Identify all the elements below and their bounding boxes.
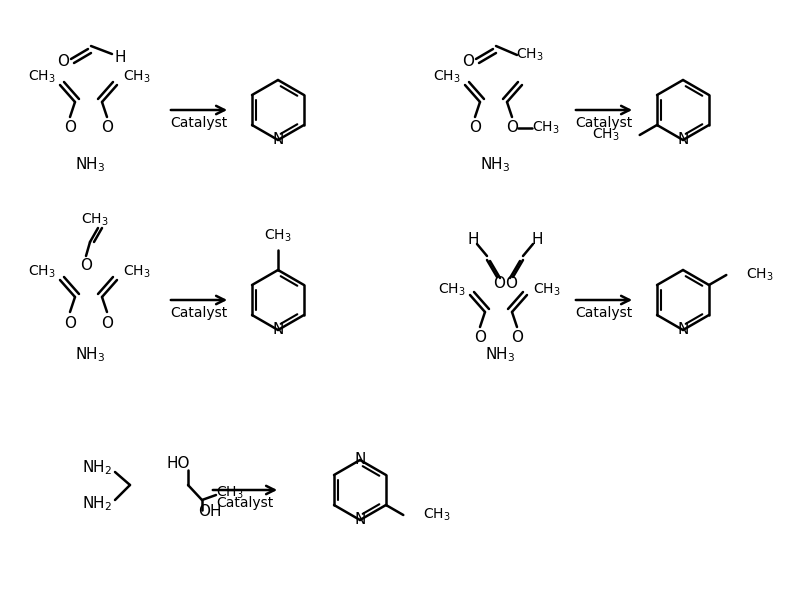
Text: O: O xyxy=(493,277,505,292)
Text: N: N xyxy=(272,323,284,337)
Text: N: N xyxy=(272,133,284,148)
Text: CH$_3$: CH$_3$ xyxy=(592,127,620,143)
Text: N: N xyxy=(678,133,689,148)
Text: O: O xyxy=(511,331,523,346)
Text: NH$_3$: NH$_3$ xyxy=(480,155,510,175)
Text: NH$_3$: NH$_3$ xyxy=(74,346,106,364)
Text: O: O xyxy=(64,121,76,136)
Text: CH$_3$: CH$_3$ xyxy=(216,485,244,501)
Text: CH$_3$: CH$_3$ xyxy=(123,69,151,85)
Text: Catalyst: Catalyst xyxy=(216,496,274,510)
Text: Catalyst: Catalyst xyxy=(170,306,228,320)
Text: N: N xyxy=(678,323,689,337)
Text: O: O xyxy=(506,121,518,136)
Text: CH$_3$: CH$_3$ xyxy=(81,212,109,228)
Text: O: O xyxy=(80,259,92,274)
Text: CH$_3$: CH$_3$ xyxy=(533,282,561,298)
Text: NH$_3$: NH$_3$ xyxy=(485,346,515,364)
Text: Catalyst: Catalyst xyxy=(575,306,633,320)
Text: OH: OH xyxy=(198,505,222,520)
Text: CH$_3$: CH$_3$ xyxy=(438,282,466,298)
Text: NH$_3$: NH$_3$ xyxy=(74,155,106,175)
Text: H: H xyxy=(467,232,478,247)
Text: O: O xyxy=(462,55,474,70)
Text: CH$_3$: CH$_3$ xyxy=(423,507,451,523)
Text: CH$_3$: CH$_3$ xyxy=(28,264,56,280)
Text: O: O xyxy=(101,316,113,331)
Text: CH$_3$: CH$_3$ xyxy=(532,120,560,136)
Text: HO: HO xyxy=(166,457,190,472)
Text: N: N xyxy=(354,452,366,467)
Text: O: O xyxy=(57,55,69,70)
Text: H: H xyxy=(531,232,542,247)
Text: CH$_3$: CH$_3$ xyxy=(746,267,774,283)
Text: CH$_3$: CH$_3$ xyxy=(433,69,461,85)
Text: O: O xyxy=(474,331,486,346)
Text: NH$_2$: NH$_2$ xyxy=(82,458,112,478)
Text: CH$_3$: CH$_3$ xyxy=(264,228,292,244)
Text: CH$_3$: CH$_3$ xyxy=(28,69,56,85)
Text: CH$_3$: CH$_3$ xyxy=(123,264,151,280)
Text: N: N xyxy=(354,512,366,527)
Text: NH$_2$: NH$_2$ xyxy=(82,494,112,514)
Text: O: O xyxy=(505,277,517,292)
Text: O: O xyxy=(101,121,113,136)
Text: Catalyst: Catalyst xyxy=(170,116,228,130)
Text: H: H xyxy=(114,49,126,64)
Text: CH$_3$: CH$_3$ xyxy=(516,47,544,63)
Text: Catalyst: Catalyst xyxy=(575,116,633,130)
Text: O: O xyxy=(469,121,481,136)
Text: O: O xyxy=(64,316,76,331)
